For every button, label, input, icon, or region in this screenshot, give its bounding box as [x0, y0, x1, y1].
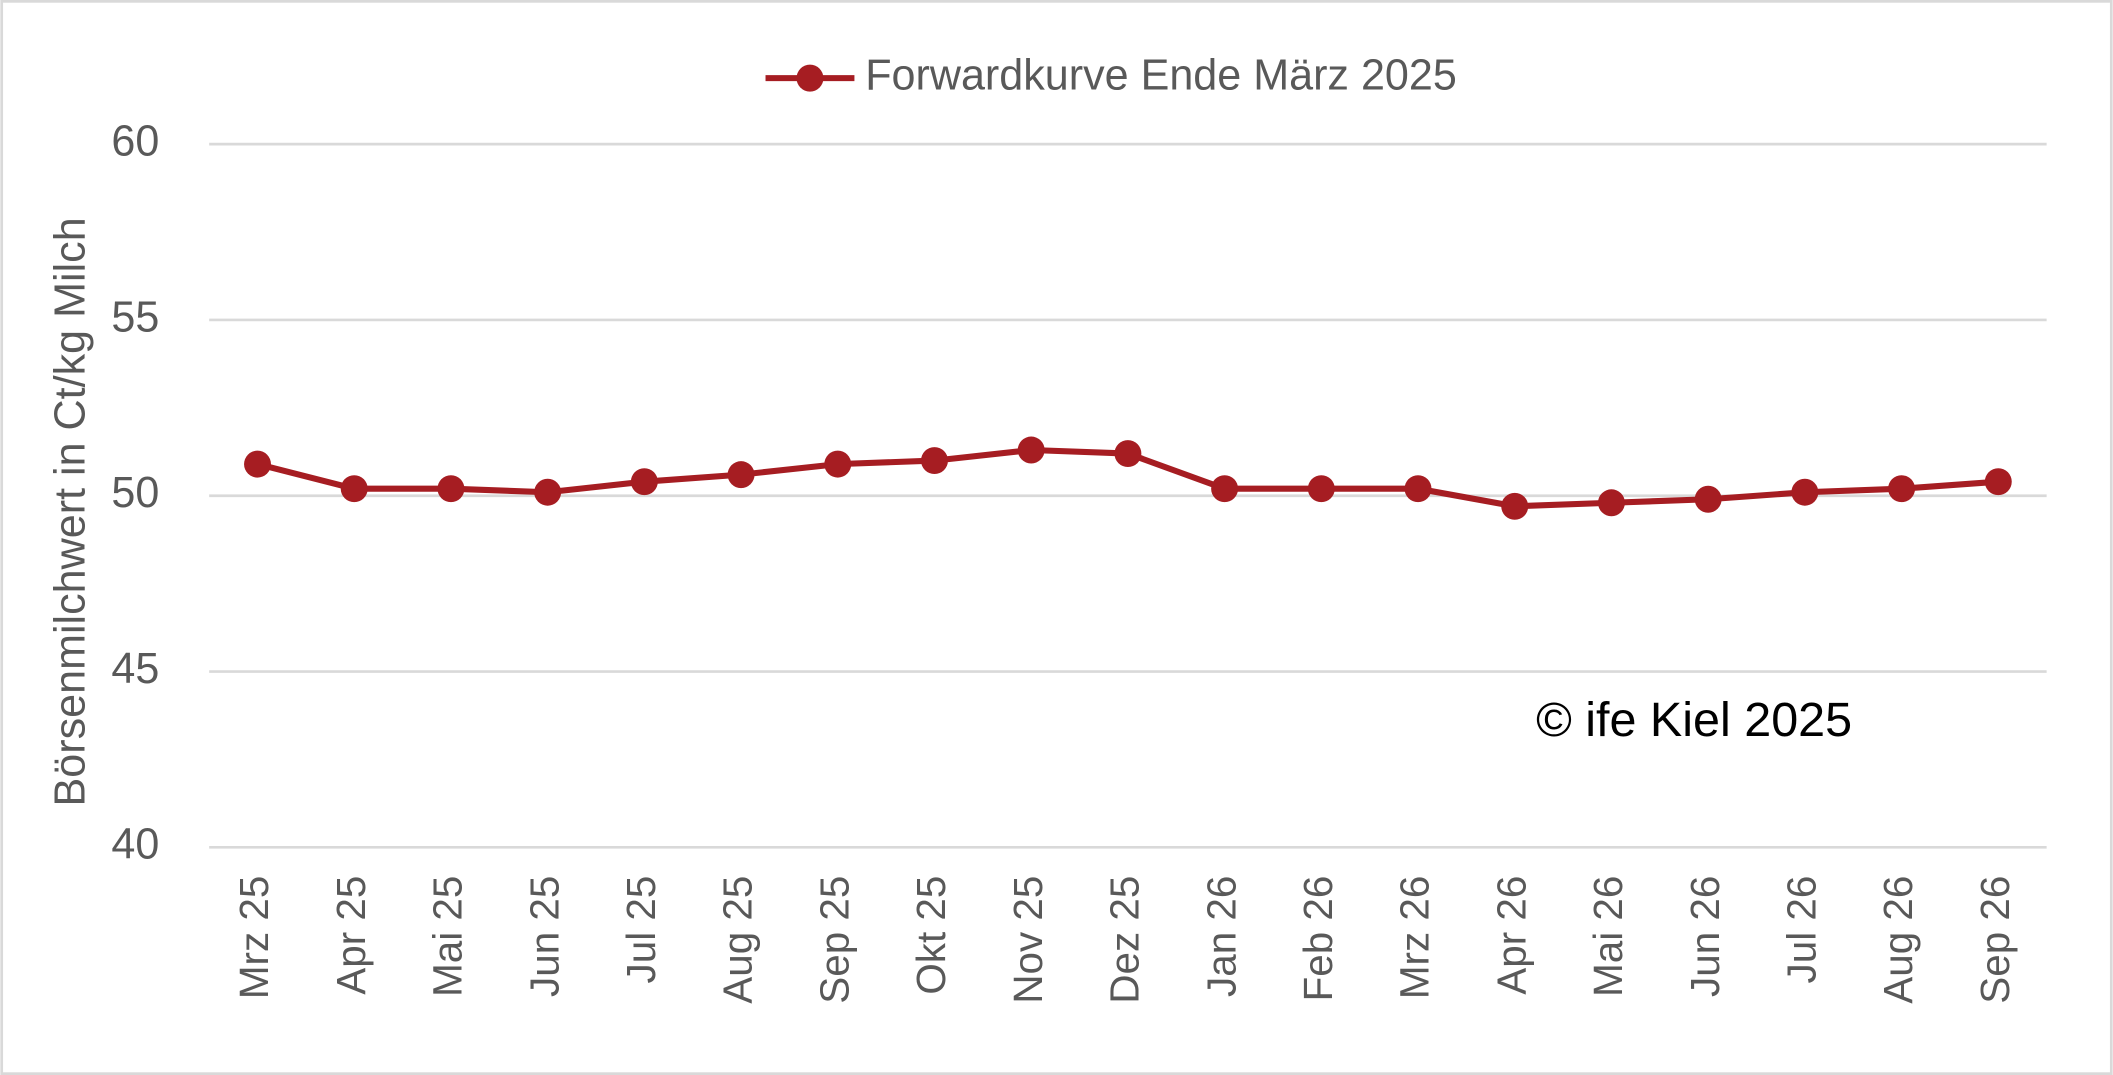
x-tick-label: Mrz 25 — [231, 876, 277, 1000]
y-tick-label: 55 — [111, 293, 159, 341]
x-tick-label: Mrz 26 — [1392, 876, 1438, 1000]
marker — [1211, 475, 1239, 503]
marker — [1597, 489, 1625, 517]
x-tick-label: Aug 25 — [715, 876, 761, 1004]
x-tick-label: Feb 26 — [1295, 876, 1341, 1002]
x-tick-label: Mai 26 — [1585, 876, 1631, 997]
x-tick-label: Jul 26 — [1779, 876, 1825, 984]
marker — [1791, 478, 1819, 506]
y-tick-label: 50 — [111, 469, 159, 517]
x-tick-label: Sep 25 — [811, 876, 857, 1004]
annotation: © ife Kiel 2025 — [1536, 693, 1852, 747]
y-tick-label: 45 — [111, 645, 159, 693]
marker — [921, 447, 948, 475]
marker — [630, 468, 658, 496]
marker — [534, 478, 562, 506]
marker — [1501, 492, 1529, 520]
marker — [244, 450, 271, 478]
marker — [1404, 475, 1432, 503]
marker — [340, 475, 368, 503]
marker — [1307, 475, 1335, 503]
y-tick-label: 60 — [111, 118, 159, 166]
x-tick-label: Okt 25 — [908, 876, 954, 995]
marker — [1694, 485, 1722, 513]
x-tick-label: Apr 25 — [328, 876, 374, 995]
marker — [727, 461, 755, 489]
marker — [1017, 436, 1045, 464]
x-tick-label: Jul 25 — [618, 876, 664, 984]
x-tick-label: Jan 26 — [1198, 876, 1244, 997]
x-tick-label: Sep 26 — [1972, 876, 2018, 1004]
x-tick-label: Jun 26 — [1682, 876, 1728, 997]
marker — [437, 475, 465, 503]
marker — [1984, 468, 2012, 496]
x-tick-label: Nov 25 — [1005, 876, 1051, 1004]
x-tick-label: Mai 25 — [425, 876, 471, 997]
y-axis-label: Börsenmilchwert in Ct/kg Milch — [46, 217, 94, 806]
marker — [824, 450, 852, 478]
x-tick-label: Jun 25 — [521, 876, 567, 997]
legend-label: Forwardkurve Ende März 2025 — [865, 52, 1457, 100]
x-tick-label: Dez 25 — [1102, 876, 1148, 1004]
x-tick-label: Aug 26 — [1875, 876, 1921, 1004]
x-tick-label: Apr 26 — [1488, 876, 1534, 995]
legend-marker — [796, 64, 824, 92]
y-tick-label: 40 — [111, 821, 159, 869]
marker — [1888, 475, 1916, 503]
marker — [1114, 440, 1142, 468]
